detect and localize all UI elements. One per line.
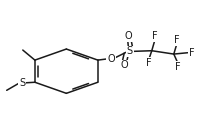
Text: O: O bbox=[120, 60, 128, 70]
Text: S: S bbox=[19, 78, 25, 88]
Text: F: F bbox=[174, 35, 180, 45]
Text: F: F bbox=[176, 62, 181, 72]
Text: F: F bbox=[189, 48, 195, 58]
Text: O: O bbox=[125, 31, 132, 41]
Text: O: O bbox=[107, 54, 115, 64]
Text: F: F bbox=[146, 58, 151, 68]
Text: S: S bbox=[127, 46, 133, 56]
Text: F: F bbox=[152, 31, 158, 41]
